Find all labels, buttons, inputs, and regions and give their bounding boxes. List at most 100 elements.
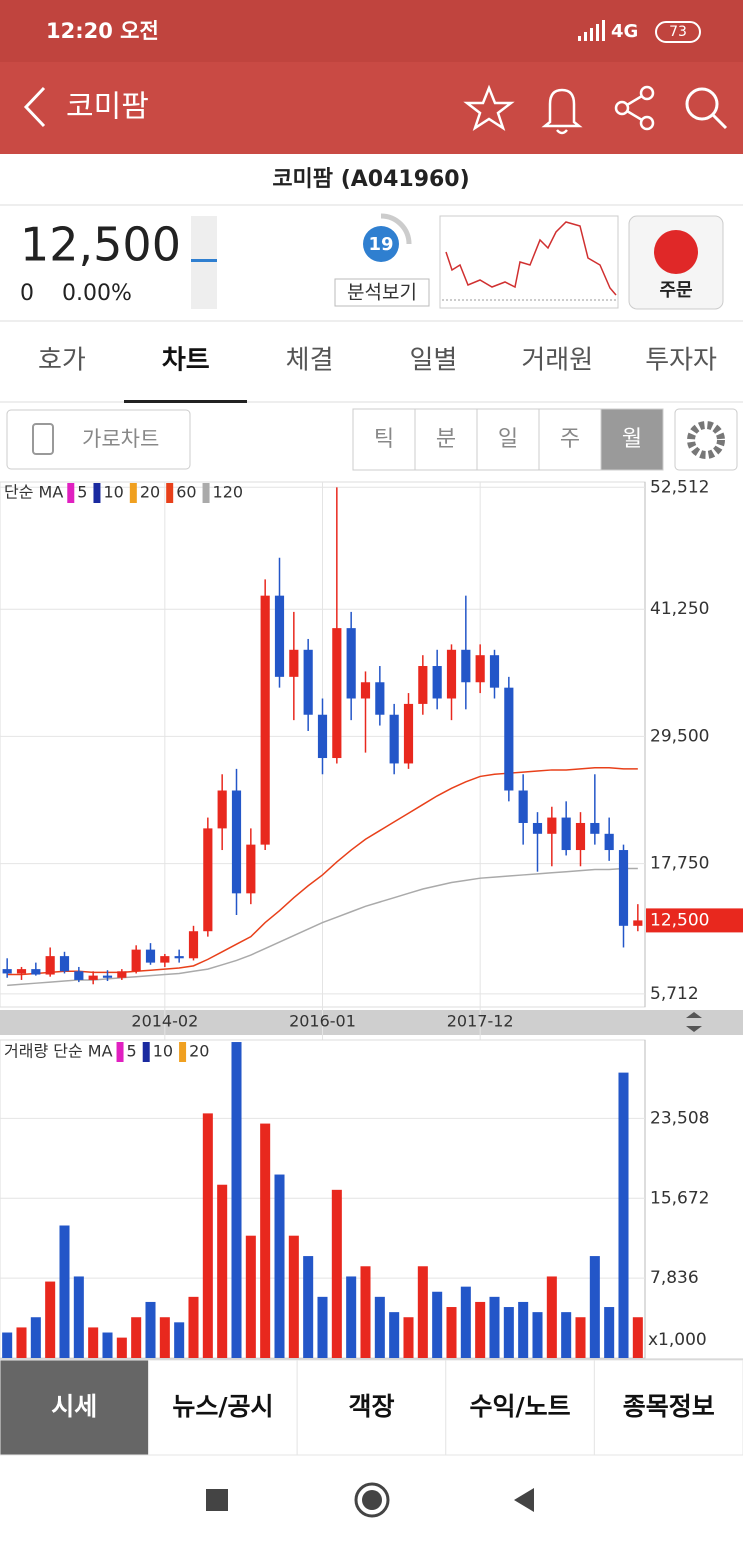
- recent-button[interactable]: [206, 1489, 228, 1511]
- bottom-tab[interactable]: [296, 1359, 447, 1456]
- alarm-button[interactable]: [541, 88, 583, 135]
- bottom-tab[interactable]: [0, 1359, 150, 1456]
- last-price-label: 12,500: [650, 910, 709, 930]
- volume-bar: [561, 1312, 572, 1358]
- legend-swatch: [142, 1042, 150, 1062]
- candle-body: [575, 822, 586, 851]
- candle-body: [174, 956, 184, 959]
- volume-bar: [503, 1307, 514, 1358]
- volume-bar: [260, 1123, 271, 1358]
- y-tick-label: 29,500: [650, 726, 709, 746]
- x-tick-label: 2017-12: [447, 1012, 514, 1031]
- period-button[interactable]: [476, 408, 540, 471]
- volume-bar: [604, 1307, 615, 1358]
- period-button[interactable]: [600, 408, 664, 471]
- tab[interactable]: 일별: [409, 346, 457, 376]
- candle-body: [360, 682, 371, 699]
- analysis-button[interactable]: [334, 278, 430, 307]
- legend-label: 10: [153, 1042, 173, 1061]
- candle-body: [590, 822, 600, 834]
- y-tick-label: 15,672: [650, 1188, 709, 1208]
- legend-label: 10: [103, 483, 123, 502]
- volume-bar: [288, 1235, 299, 1358]
- volume-bar: [532, 1312, 543, 1358]
- candle-body: [547, 817, 557, 834]
- search-button[interactable]: [685, 87, 728, 130]
- tab-underline: [124, 400, 247, 403]
- period-label: 주: [560, 427, 580, 452]
- volume-bar: [131, 1317, 142, 1358]
- volume-bar: [102, 1332, 113, 1358]
- volume-bar: [403, 1317, 414, 1358]
- candle-body: [59, 956, 70, 972]
- legend-label: 20: [140, 483, 160, 502]
- favorite-button[interactable]: [463, 84, 515, 131]
- score: 19: [368, 234, 393, 255]
- order-label: 주문: [659, 280, 692, 301]
- candle-body: [16, 969, 27, 974]
- landscape-label: 가로차트: [82, 427, 159, 451]
- tab[interactable]: 호가: [38, 346, 86, 376]
- candle-body: [317, 714, 328, 759]
- resize-handle[interactable]: [686, 1012, 702, 1032]
- legend-label: 5: [127, 1042, 137, 1061]
- tab[interactable]: 투자자: [645, 346, 717, 376]
- volume-bar: [460, 1286, 471, 1358]
- volume-bar: [475, 1301, 486, 1358]
- back-nav-button[interactable]: [514, 1488, 534, 1512]
- candle-body: [102, 975, 113, 978]
- volume-bar: [217, 1184, 228, 1358]
- legend-swatch: [202, 483, 210, 503]
- candle-body: [131, 949, 141, 972]
- y-tick-label: 5,712: [650, 984, 699, 1004]
- candle-body: [403, 703, 414, 764]
- bottom-tab[interactable]: [148, 1359, 298, 1456]
- legend-swatch: [116, 1042, 124, 1062]
- period-button[interactable]: [352, 408, 416, 471]
- status-bar: [0, 0, 743, 62]
- period-label: 월: [622, 427, 642, 452]
- volume-bar: [73, 1276, 84, 1358]
- candle-body: [418, 666, 428, 704]
- bottom-tab-label: 수익/노트: [470, 1392, 571, 1421]
- volume-bar: [417, 1266, 428, 1358]
- candle-body: [504, 687, 514, 791]
- back-button[interactable]: [23, 86, 46, 128]
- legend-label: 5: [77, 483, 87, 502]
- candle-body: [45, 956, 55, 975]
- tab[interactable]: 체결: [286, 346, 334, 376]
- bottom-tab[interactable]: [445, 1359, 595, 1456]
- tab[interactable]: 거래원: [521, 346, 593, 376]
- price: 12,500: [20, 218, 181, 272]
- settings-button[interactable]: [674, 408, 738, 471]
- legend-swatch: [166, 483, 174, 503]
- volume-bar: [632, 1317, 643, 1358]
- status-time: 12:20 오전: [46, 19, 159, 43]
- candle-body: [332, 628, 342, 759]
- volume-bar: [116, 1337, 127, 1358]
- bottom-tab[interactable]: [593, 1359, 743, 1456]
- candle-body: [532, 822, 543, 834]
- candle-body: [618, 850, 629, 926]
- candle-body: [188, 931, 199, 959]
- candle-body: [203, 828, 213, 932]
- candle-body: [432, 666, 442, 699]
- volume-bar: [16, 1327, 27, 1358]
- legend-swatch: [129, 483, 137, 503]
- y-tick-label: 17,750: [650, 854, 709, 874]
- share-button[interactable]: [614, 85, 655, 131]
- candle-body: [231, 790, 242, 894]
- app-title: 코미팜: [66, 90, 149, 125]
- candle-body: [217, 790, 227, 829]
- period-label: 일: [498, 427, 518, 452]
- home-button[interactable]: [354, 1482, 390, 1518]
- ma-line: [7, 767, 638, 976]
- tab[interactable]: 차트: [162, 346, 210, 376]
- candle-body: [461, 649, 471, 683]
- bottom-tab-label: 종목정보: [623, 1392, 715, 1421]
- y-tick-label: 41,250: [650, 599, 709, 619]
- candle-body: [303, 649, 313, 715]
- mini-chart-line: [445, 221, 617, 296]
